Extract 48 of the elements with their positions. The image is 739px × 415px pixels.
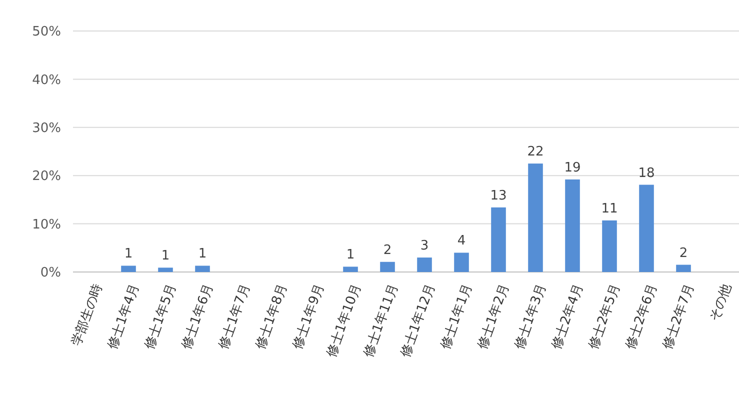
data-label: 1	[161, 248, 170, 264]
bar	[639, 184, 654, 272]
data-label: 18	[638, 166, 655, 181]
x-tick-label: 修士2年7月	[660, 282, 698, 352]
x-tick-label: 修士1年2月	[474, 282, 513, 352]
data-label: 2	[383, 242, 392, 258]
y-tick-label: 0%	[40, 266, 61, 281]
bar	[491, 207, 506, 272]
data-label: 2	[679, 246, 688, 261]
x-tick-label: 修士1年1月	[438, 282, 476, 352]
bar	[417, 258, 432, 272]
y-tick-label: 10%	[32, 217, 61, 232]
data-label: 1	[124, 246, 133, 262]
x-tick-label: 修士1年4月	[104, 282, 143, 352]
y-tick-label: 20%	[32, 169, 61, 184]
x-tick-label: 修士1年9月	[290, 282, 328, 352]
data-label: 11	[601, 201, 618, 216]
data-label: 1	[198, 246, 207, 262]
data-label: 3	[420, 238, 429, 254]
x-tick-label: 修士2年6月	[622, 282, 661, 352]
x-tick-label: 修士1年5月	[142, 282, 180, 352]
x-tick-label: 修士1年3月	[512, 282, 550, 352]
data-label: 4	[457, 234, 466, 249]
x-tick-label: 修士1年6月	[178, 282, 217, 352]
bar	[121, 266, 136, 272]
x-tick-label: その他	[707, 282, 735, 324]
x-tick-label: 修士1年12月	[398, 282, 439, 360]
data-label: 13	[490, 188, 507, 204]
data-label: 1	[346, 248, 355, 263]
x-tick-label: 学部生の時	[69, 282, 106, 348]
bar	[380, 262, 395, 272]
y-tick-label: 50%	[32, 24, 61, 40]
x-tick-label: 修士2年4月	[548, 282, 587, 352]
bar	[158, 268, 173, 272]
data-label: 19	[564, 160, 581, 176]
bar	[343, 266, 358, 272]
bar	[528, 164, 543, 272]
y-tick-label: 30%	[32, 120, 61, 136]
bar	[602, 220, 617, 272]
bar	[676, 264, 691, 272]
bar	[454, 252, 469, 272]
x-tick-label: 修士1年7月	[216, 282, 254, 352]
x-tick-label: 修士2年5月	[586, 282, 624, 352]
x-tick-label: 修士1年8月	[252, 282, 291, 352]
bar	[195, 266, 210, 272]
data-label: 22	[527, 144, 544, 160]
bar	[565, 179, 580, 272]
y-tick-label: 40%	[32, 72, 61, 88]
